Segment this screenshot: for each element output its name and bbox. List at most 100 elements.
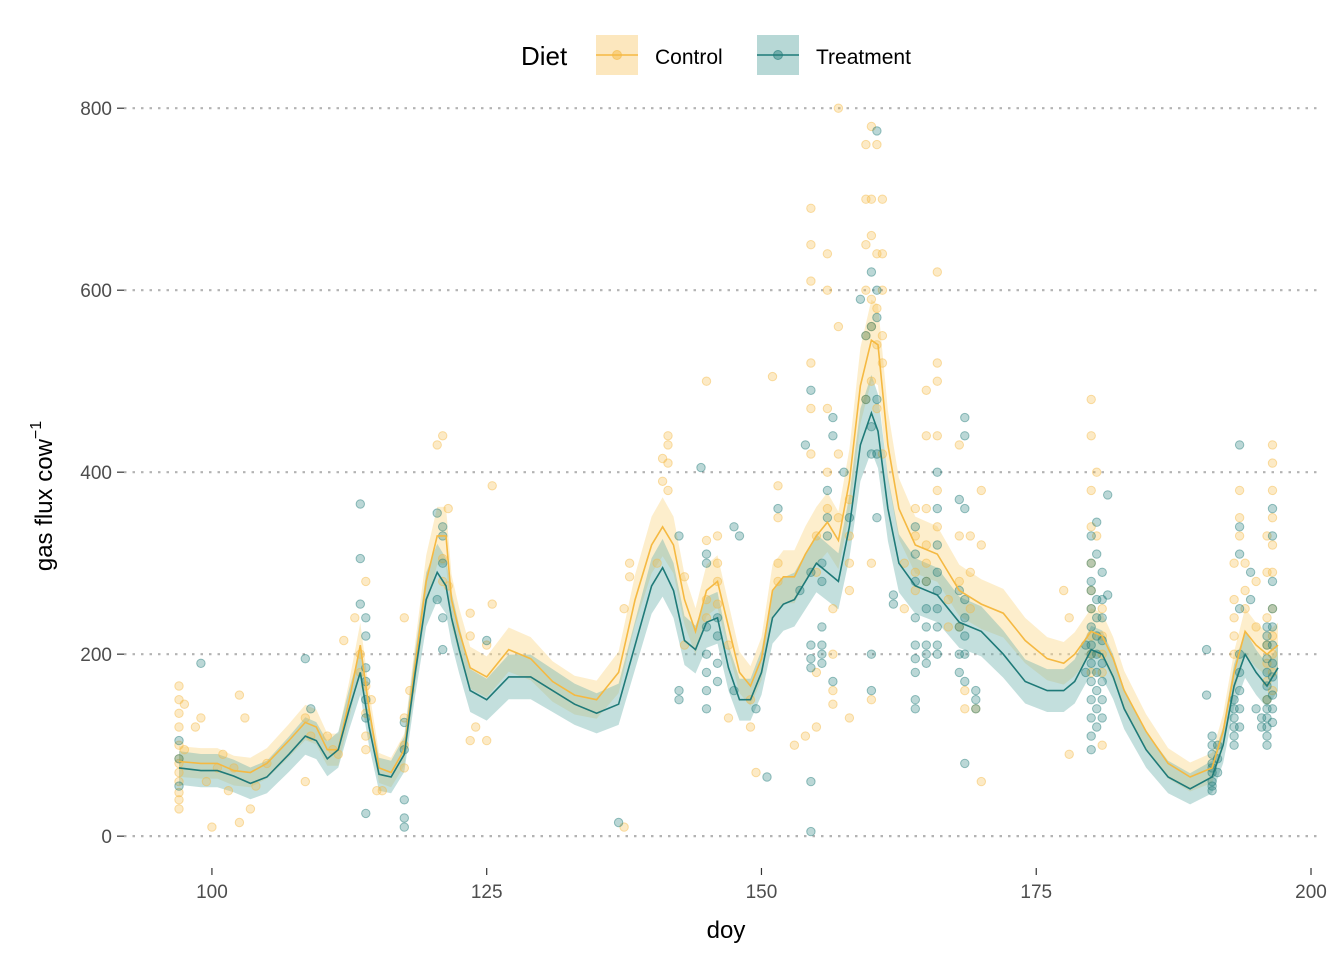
point-control: [1097, 740, 1107, 750]
point-control: [245, 804, 256, 814]
point-control: [806, 358, 816, 368]
point-control: [866, 230, 877, 241]
y-tick-label: 400: [80, 463, 112, 484]
point-treatment: [674, 695, 684, 705]
point-control: [861, 285, 871, 295]
point-treatment: [1262, 622, 1272, 632]
point-treatment: [1245, 594, 1256, 605]
point-treatment: [817, 640, 827, 650]
point-treatment: [1267, 704, 1278, 714]
x-tick-label: 175: [1020, 882, 1052, 903]
point-treatment: [1262, 740, 1272, 750]
point-treatment: [1207, 740, 1217, 750]
point-treatment: [872, 513, 882, 523]
point-control: [361, 576, 371, 587]
point-control: [1251, 622, 1261, 632]
point-treatment: [932, 540, 942, 550]
point-control: [806, 203, 816, 214]
smooth-lines: [178, 338, 1279, 790]
point-control: [773, 576, 783, 587]
point-control: [932, 267, 942, 277]
point-control: [234, 817, 245, 828]
point-treatment: [300, 654, 310, 664]
point-control: [833, 449, 844, 459]
point-treatment: [432, 594, 442, 605]
point-treatment: [839, 467, 849, 477]
point-treatment: [1092, 685, 1102, 696]
point-control: [866, 695, 877, 705]
point-treatment: [1256, 713, 1267, 723]
point-control: [965, 531, 975, 541]
point-control: [866, 121, 877, 132]
point-treatment: [1086, 622, 1096, 632]
point-treatment: [438, 644, 448, 655]
point-control: [174, 722, 184, 732]
point-control: [1267, 631, 1278, 641]
point-treatment: [1267, 717, 1278, 728]
point-control: [877, 249, 888, 259]
point-treatment: [399, 813, 409, 823]
point-control: [1064, 749, 1074, 759]
point-treatment: [921, 640, 931, 650]
point-treatment: [399, 795, 409, 805]
point-treatment: [866, 649, 877, 659]
point-control: [954, 440, 964, 450]
point-control: [960, 685, 970, 696]
point-treatment: [1092, 704, 1102, 714]
point-control: [300, 713, 310, 723]
point-treatment: [828, 412, 838, 423]
point-control: [482, 640, 492, 650]
point-treatment: [910, 667, 920, 678]
point-control: [866, 558, 877, 568]
point-treatment: [910, 549, 920, 559]
point-control: [487, 599, 497, 609]
point-treatment: [762, 772, 772, 782]
point-control: [712, 531, 723, 541]
point-treatment: [1267, 531, 1278, 541]
point-control: [1092, 531, 1102, 541]
point-control: [1086, 667, 1096, 678]
point-treatment: [1081, 667, 1091, 678]
point-treatment: [960, 431, 970, 441]
y-axis: 0 200 400 600 800: [80, 99, 124, 848]
point-control: [932, 485, 942, 496]
point-control: [465, 735, 475, 746]
point-control: [657, 476, 668, 486]
point-treatment: [855, 294, 866, 304]
point-treatment: [861, 394, 871, 405]
point-treatment: [438, 522, 448, 532]
point-treatment: [888, 590, 899, 600]
point-control: [1097, 667, 1107, 678]
point-treatment: [438, 558, 448, 568]
point-treatment: [1262, 667, 1272, 678]
point-control: [1240, 558, 1250, 568]
point-treatment: [1234, 685, 1245, 696]
point-treatment: [734, 531, 745, 541]
point-control: [1267, 513, 1278, 523]
point-control: [877, 194, 888, 204]
point-treatment: [1086, 695, 1096, 705]
point-control: [921, 576, 931, 587]
point-treatment: [1097, 567, 1107, 577]
point-control: [1267, 567, 1278, 577]
point-control: [1262, 567, 1272, 577]
point-treatment: [1092, 517, 1102, 527]
point-control: [822, 503, 833, 514]
point-control: [179, 699, 190, 709]
point-treatment: [910, 695, 920, 705]
point-control: [377, 786, 387, 796]
point-control: [872, 403, 882, 414]
legend-key-control: [596, 35, 638, 75]
point-control: [1262, 531, 1272, 541]
point-treatment: [971, 695, 981, 705]
point-control: [1267, 440, 1278, 450]
point-control: [971, 704, 981, 714]
point-treatment: [1267, 622, 1278, 632]
point-control: [1086, 604, 1096, 614]
point-control: [773, 513, 783, 523]
point-treatment: [954, 667, 964, 678]
point-treatment: [1267, 690, 1278, 700]
point-control: [861, 240, 871, 250]
point-control: [443, 503, 453, 514]
point-control: [745, 722, 756, 732]
